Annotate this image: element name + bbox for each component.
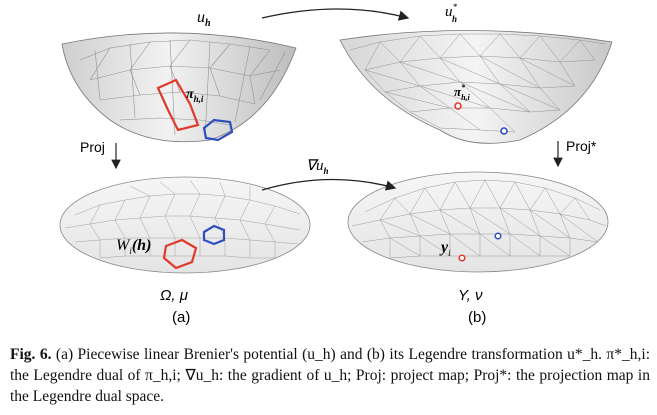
pi-star-point-blue [500,127,508,135]
disk-omega [59,176,311,274]
figure-illustration: uh u* h πh,i π* h,i Proj Proj* ∇uh Wi(h) y… [59,2,613,326]
caption-text: (a) Piecewise linear Brenier's potential… [10,346,650,405]
label-proj: Proj [80,139,105,155]
label-pi: πh,i [186,87,204,104]
label-y-nu: Y, ν [458,287,483,304]
label-pi-star: π* h,i [454,83,471,102]
pi-cell-blue [202,118,234,142]
label-uh-star: u* h [445,2,458,24]
yi-point-red [458,254,466,262]
wi-cell-red [162,238,198,270]
bowl-uh [61,32,297,143]
label-panel-b: (b) [468,309,486,326]
disk-y [347,171,609,273]
label-uh: uh [197,9,211,29]
wi-cell-blue [202,224,226,246]
label-panel-a: (a) [172,309,190,326]
y-point-blue [494,232,502,240]
arrow-top [261,8,410,21]
pi-star-point-red [454,102,462,110]
arrow-grad [261,178,397,191]
label-wi: Wi(h) [116,237,151,256]
caption-prefix: Fig. 6. [10,346,52,363]
label-yi: yi [439,239,451,258]
pi-cell-red [156,78,200,132]
label-grad: ∇uh [306,158,329,176]
label-proj-star: Proj* [566,138,597,154]
label-omega-mu: Ω, μ [160,287,188,304]
bowl-uh-star [339,30,613,144]
figure-caption: Fig. 6. (a) Piecewise linear Brenier's p… [10,344,650,407]
